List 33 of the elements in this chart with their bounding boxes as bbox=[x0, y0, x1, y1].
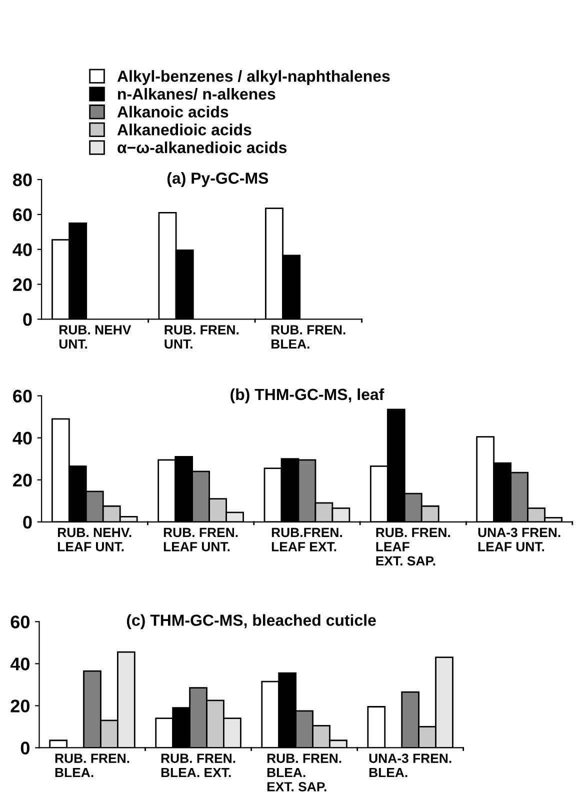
y-tick-label: 80 bbox=[13, 173, 32, 186]
y-tick-label: 0 bbox=[23, 313, 32, 326]
y-tick-label: 20 bbox=[13, 474, 32, 487]
x-tick-label: RUB. NEHV. LEAF UNT. bbox=[58, 528, 132, 552]
chart-title: (b) THM-GC-MS, leaf bbox=[230, 388, 384, 404]
y-tick-label: 40 bbox=[10, 658, 30, 670]
legend-label: Alkyl-benzenes / alkyl-naphthalenes bbox=[117, 70, 390, 86]
y-tick-label: 0 bbox=[20, 742, 30, 754]
chart-title: (c) THM-GC-MS, bleached cuticle bbox=[126, 614, 376, 630]
y-tick-label: 60 bbox=[13, 390, 32, 403]
y-tick-label: 20 bbox=[13, 278, 32, 292]
y-tick-label: 60 bbox=[13, 208, 32, 222]
x-tick-label: RUB. FREN. BLEA. bbox=[272, 325, 346, 349]
x-tick-label: UNA-3 FREN. BLEA. bbox=[369, 754, 452, 778]
legend-label: n-Alkanes/ n-alkenes bbox=[118, 88, 276, 100]
x-tick-label: RUB. FREN. LEAF UNT. bbox=[164, 528, 238, 552]
x-tick-label: RUB. FREN. LEAF EXT. SAP. bbox=[376, 528, 450, 566]
legend-label: Alkanoic acids bbox=[117, 106, 228, 118]
x-tick-label: RUB. FREN. BLEA. EXT. bbox=[161, 754, 236, 778]
chart-title: (a) Py-GC-MS bbox=[167, 172, 268, 187]
y-tick-label: 40 bbox=[12, 432, 32, 445]
x-tick-label: RUB. FREN. BLEA. bbox=[55, 754, 130, 778]
y-tick-label: 0 bbox=[23, 516, 32, 529]
x-tick-label: RUB.FREN. LEAF EXT. bbox=[272, 528, 342, 552]
x-tick-label: RUB. FREN. BLEA. EXT. SAP. bbox=[267, 754, 342, 792]
x-tick-label: RUB. NEHV UNT. bbox=[59, 325, 132, 349]
y-tick-label: 40 bbox=[12, 243, 32, 256]
legend-label: Alkanedioic acids bbox=[117, 124, 252, 136]
x-tick-label: UNA-3 FREN. LEAF UNT. bbox=[478, 528, 560, 552]
y-tick-label: 60 bbox=[10, 616, 30, 628]
y-tick-label: 20 bbox=[10, 700, 30, 712]
x-tick-label: RUB. FREN. UNT. bbox=[164, 325, 239, 349]
legend-label: α−ω-alkanedioic acids bbox=[118, 142, 287, 154]
